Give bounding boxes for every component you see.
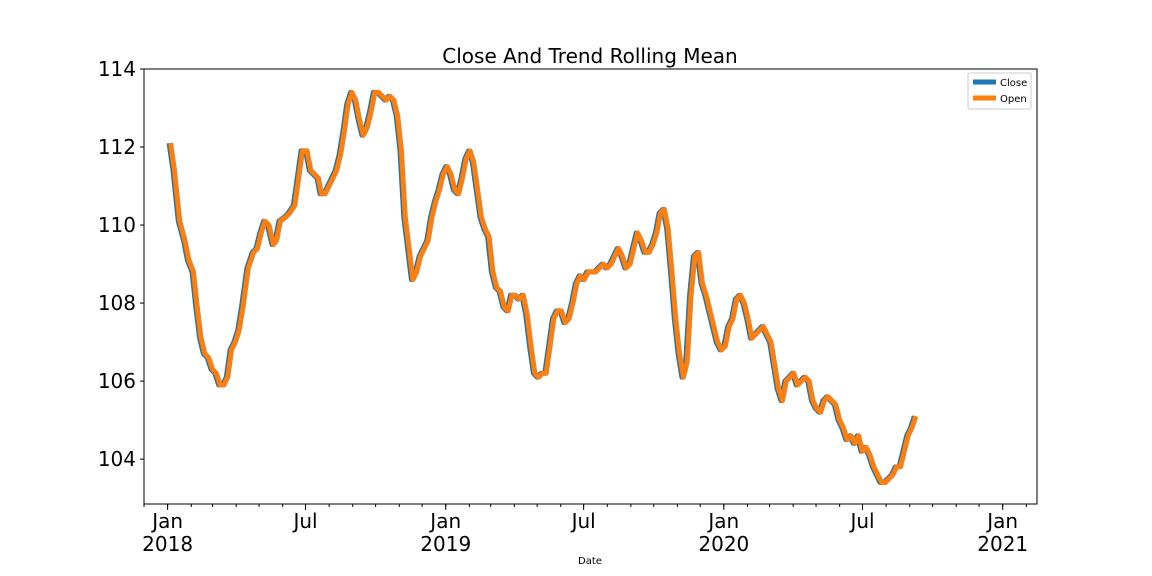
plot-frame [143,68,1038,505]
legend: Close Open [967,72,1032,110]
x-tick-year-label: 2018 [142,532,193,556]
x-tick-year-label: 2019 [420,532,471,556]
series-layer [166,89,919,485]
legend-label-close: Close [1000,78,1027,89]
x-tick-label: Jul [291,509,317,533]
series-line-close [166,89,917,485]
x-tick-label: Jan [428,509,461,533]
legend-label-open: Open [1000,94,1027,105]
y-axis: 104 106 108 110 112 114 [98,57,144,471]
plot-border [143,68,1038,505]
chart-title: Close And Trend Rolling Mean [442,44,737,68]
y-tick-label: 106 [98,369,136,393]
x-tick-year-label: 2020 [698,532,749,556]
x-tick-label: Jan [150,509,183,533]
y-tick-label: 114 [98,57,136,81]
y-tick-label: 112 [98,135,136,159]
series-line-open [168,89,919,485]
x-tick-label: Jul [848,509,874,533]
x-tick-label: Jan [706,509,739,533]
y-tick-label: 110 [98,213,136,237]
x-tick-year-label: 2021 [977,532,1028,556]
x-axis-label: Date [578,556,602,567]
x-tick-label: Jul [570,509,596,533]
x-tick-label: Jan [985,509,1018,533]
y-tick-label: 104 [98,447,136,471]
y-tick-label: 108 [98,291,136,315]
